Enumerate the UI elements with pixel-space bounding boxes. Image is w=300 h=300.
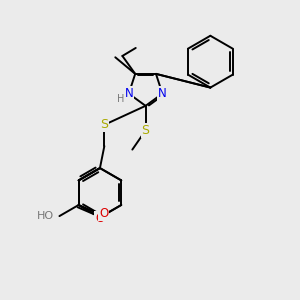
Text: O: O <box>99 207 108 220</box>
Text: S: S <box>142 124 150 137</box>
Text: N: N <box>158 87 167 100</box>
Text: HO: HO <box>37 211 54 221</box>
Text: O: O <box>95 212 105 225</box>
Text: H: H <box>117 94 124 104</box>
Text: N: N <box>124 87 133 100</box>
Text: S: S <box>100 118 108 131</box>
